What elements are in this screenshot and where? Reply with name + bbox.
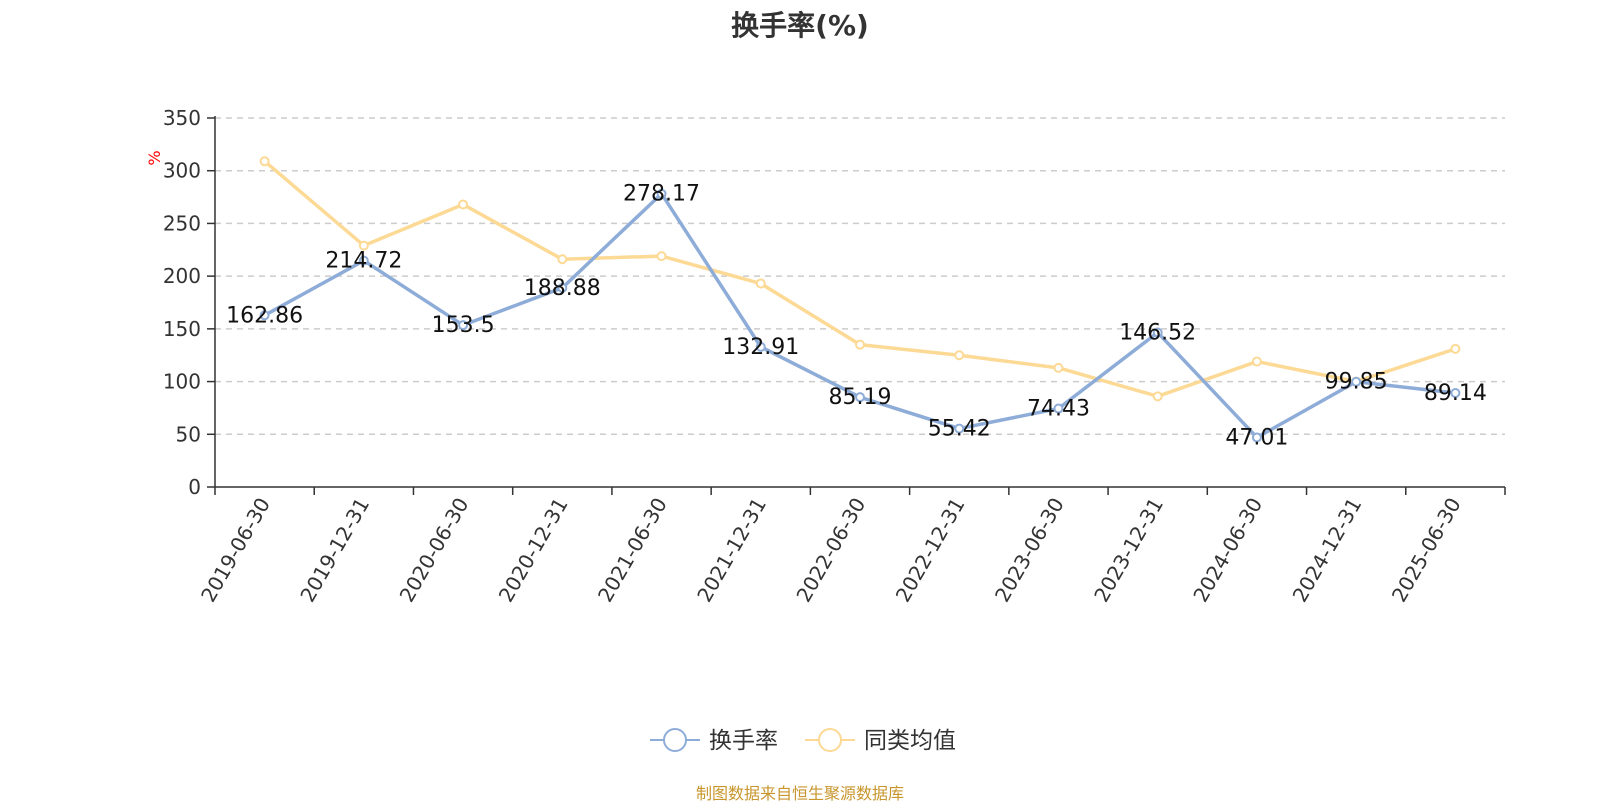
legend-label: 同类均值 xyxy=(864,728,956,754)
data-point xyxy=(954,423,965,434)
data-label: 99.85 xyxy=(1325,370,1388,395)
x-tick-label: 2024-06-30 xyxy=(1188,494,1267,607)
y-tick-label: 50 xyxy=(176,422,201,446)
data-point xyxy=(557,282,568,293)
y-tick-label: 100 xyxy=(163,370,201,394)
x-tick-label: 2020-06-30 xyxy=(395,493,474,606)
data-point xyxy=(656,251,667,262)
data-point xyxy=(259,310,270,321)
data-point xyxy=(656,188,667,199)
data-label: 47.01 xyxy=(1225,425,1288,450)
x-tick-label: 2021-06-30 xyxy=(593,494,672,607)
data-point xyxy=(458,199,469,210)
data-label: 146.52 xyxy=(1119,321,1196,346)
legend-marker xyxy=(663,728,687,752)
data-point xyxy=(557,254,568,265)
legend-label: 换手率 xyxy=(709,728,778,754)
data-point xyxy=(1152,327,1163,338)
data-label: 278.17 xyxy=(623,182,700,207)
x-tick-label: 2020-12-31 xyxy=(494,494,573,607)
data-point xyxy=(1450,343,1461,354)
data-label: 153.5 xyxy=(432,313,495,338)
data-point xyxy=(1251,432,1262,443)
x-tick-label: 2022-12-31 xyxy=(891,493,970,606)
data-point xyxy=(855,339,865,350)
data-point xyxy=(755,341,766,352)
x-tick-label: 2025-06-30 xyxy=(1387,494,1466,607)
x-tick-label: 2024-12-31 xyxy=(1288,494,1367,607)
data-point xyxy=(358,240,369,251)
data-point xyxy=(755,278,766,289)
x-tick-label: 2019-12-31 xyxy=(295,494,374,607)
data-point xyxy=(855,392,865,403)
data-point xyxy=(1152,391,1163,402)
data-point xyxy=(1351,376,1362,387)
data-point xyxy=(458,320,469,331)
y-tick-label: 300 xyxy=(163,159,201,183)
legend-marker xyxy=(818,728,842,752)
data-point xyxy=(358,255,369,266)
data-point xyxy=(259,156,270,167)
source-note: 制图数据来自恒生聚源数据库 xyxy=(695,784,904,803)
data-label: 74.43 xyxy=(1027,397,1090,422)
data-point xyxy=(954,350,965,361)
y-tick-label: 0 xyxy=(188,475,201,499)
data-label: 89.14 xyxy=(1424,381,1487,406)
x-tick-label: 2019-06-30 xyxy=(196,494,275,607)
y-tick-label: 250 xyxy=(163,211,201,235)
chart-title: 换手率(%) xyxy=(731,9,869,42)
y-tick-label: 350 xyxy=(163,106,201,130)
data-point xyxy=(1053,403,1064,414)
data-label: 162.86 xyxy=(226,303,303,328)
y-tick-label: 200 xyxy=(163,264,201,288)
x-tick-label: 2023-06-30 xyxy=(990,494,1069,607)
data-label: 188.88 xyxy=(524,276,601,301)
x-tick-label: 2021-12-31 xyxy=(692,494,771,607)
data-label: 85.19 xyxy=(829,385,892,410)
x-tick-label: 2022-06-30 xyxy=(791,494,870,607)
x-tick-label: 2023-12-31 xyxy=(1089,494,1168,607)
data-label: 132.91 xyxy=(722,335,799,360)
data-point xyxy=(1251,356,1262,367)
data-label: 55.42 xyxy=(928,417,991,442)
data-point xyxy=(1053,362,1064,373)
data-label: 214.72 xyxy=(325,249,402,274)
y-tick-label: 150 xyxy=(163,317,201,341)
y-axis-label: % xyxy=(145,150,164,165)
data-point xyxy=(1450,388,1461,399)
series-line xyxy=(262,159,1458,399)
